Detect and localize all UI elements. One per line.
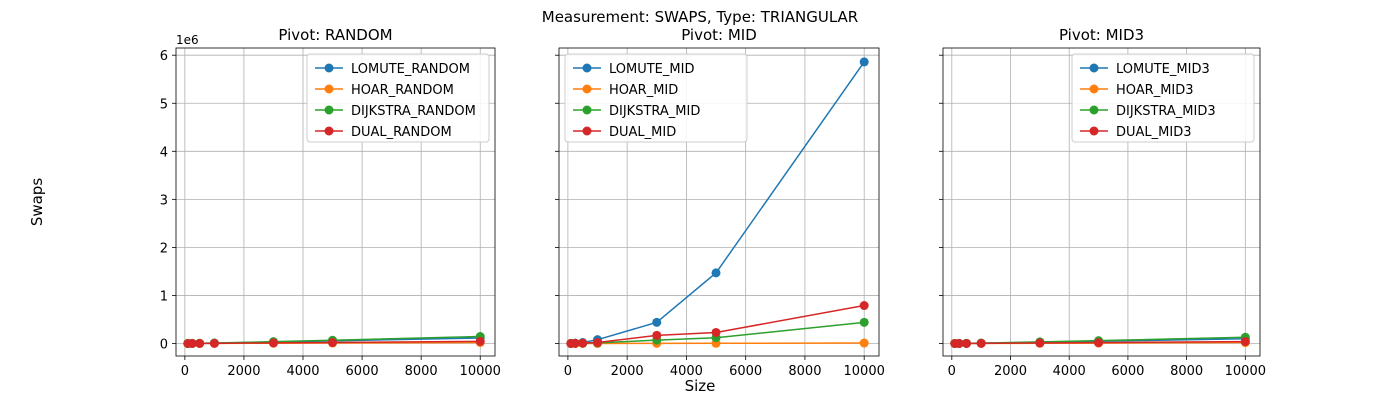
legend-marker [582,84,592,94]
legend-box [306,53,490,143]
data-point-dual [961,338,971,348]
data-point-dual [1240,337,1250,347]
legend-marker [1089,126,1099,136]
legend-label: LOMUTE_RANDOM [351,62,470,77]
panel-title: Pivot: RANDOM [278,26,392,44]
y-offset-label: 1e6 [176,33,199,47]
legend-label: HOAR_MID3 [1116,83,1194,98]
data-point-dual [195,338,205,348]
data-point-lomute [652,317,662,327]
legend: LOMUTE_RANDOM HOAR_RANDOM DIJKSTRA_RANDOM D… [306,53,490,143]
panel-title: Pivot: MID [681,26,757,44]
y-tick-label: 3 [160,193,168,208]
y-tick-label: 1 [160,289,168,304]
data-point-dual [954,338,964,348]
x-tick-label: 2000 [227,364,260,379]
panel-title: Pivot: MID3 [1059,26,1144,44]
legend-marker [1089,105,1099,115]
figure-suptitle: Measurement: SWAPS, Type: TRIANGULAR [542,8,858,26]
data-point-dual [976,338,986,348]
legend-label: DIJKSTRA_RANDOM [351,104,476,119]
x-tick-label: 10000 [1225,364,1266,379]
data-point-dijkstra [859,317,869,327]
y-tick-label: 5 [160,97,168,112]
panel-3: Pivot: MID3 0 2000 4000 6000 8000 10000 LOMUTE_… [939,26,1266,379]
legend-label: LOMUTE_MID [609,62,694,77]
legend-marker [324,126,334,136]
legend-box [564,53,748,143]
legend-marker [1089,84,1099,94]
x-tick-label: 4000 [1053,364,1086,379]
legend-box [1071,53,1255,143]
legend-label: HOAR_MID [609,83,678,98]
x-tick-label: 8000 [1170,364,1203,379]
axes-frame [558,47,880,357]
y-tick-label: 2 [160,241,168,256]
data-point-dual [268,338,278,348]
x-tick-label: 2000 [994,364,1027,379]
x-tick-label: 0 [181,364,189,379]
legend-marker [324,105,334,115]
axes-frame [942,47,1261,357]
data-point-dual [859,301,869,311]
legend: LOMUTE_MID3 HOAR_MID3 DIJKSTRA_MID3 DUAL_MI… [1071,53,1255,143]
legend-label: DUAL_RANDOM [351,125,452,140]
data-point-dual [1094,338,1104,348]
x-tick-label: 8000 [405,364,438,379]
y-tick-label: 4 [160,145,168,160]
data-point-dual [209,338,219,348]
data-point-lomute [859,57,869,67]
legend-label: DUAL_MID3 [1116,125,1192,140]
x-tick-label: 6000 [346,364,379,379]
y-tick-label: 0 [160,338,168,353]
panel-2: Pivot: MID 0 2000 4000 6000 8000 10000 LOMUTE_M… [555,26,885,379]
legend-marker [324,63,334,73]
data-point-dual [711,327,721,337]
x-tick-label: 4000 [286,364,319,379]
data-point-dual [187,338,197,348]
x-tick-label: 6000 [729,364,762,379]
legend-marker [582,105,592,115]
figure-xlabel: Size [685,377,716,395]
x-tick-label: 10000 [460,364,501,379]
figure-ylabel: Swaps [28,178,46,227]
legend-marker [582,63,592,73]
legend-marker [324,84,334,94]
data-point-dual [578,338,588,348]
data-point-dual [652,330,662,340]
data-point-lomute [711,268,721,278]
data-point-hoar [859,338,869,348]
legend-marker [1089,63,1099,73]
data-point-dual [570,338,580,348]
x-tick-label: 0 [564,364,572,379]
x-tick-label: 10000 [844,364,885,379]
x-tick-label: 8000 [788,364,821,379]
panel-1: Pivot: RANDOM 0 2000 4000 6000 8000 10000 0 1 2 3 4… [160,26,501,379]
data-point-dual [328,338,338,348]
legend-label: DIJKSTRA_MID [609,104,700,119]
x-tick-label: 0 [948,364,956,379]
x-tick-label: 4000 [670,364,703,379]
legend-label: HOAR_RANDOM [351,83,454,98]
legend-label: DIJKSTRA_MID3 [1116,104,1216,119]
data-point-dual [593,338,603,348]
x-tick-label: 2000 [611,364,644,379]
data-point-dual [475,336,485,346]
data-point-dual [1035,338,1045,348]
axes-frame [175,47,496,357]
legend-label: LOMUTE_MID3 [1116,62,1210,77]
y-tick-label: 6 [160,49,168,64]
legend-marker [582,126,592,136]
legend: LOMUTE_MID HOAR_MID DIJKSTRA_MID DUAL_MID [564,53,748,143]
legend-label: DUAL_MID [609,125,676,140]
x-tick-label: 6000 [1111,364,1144,379]
